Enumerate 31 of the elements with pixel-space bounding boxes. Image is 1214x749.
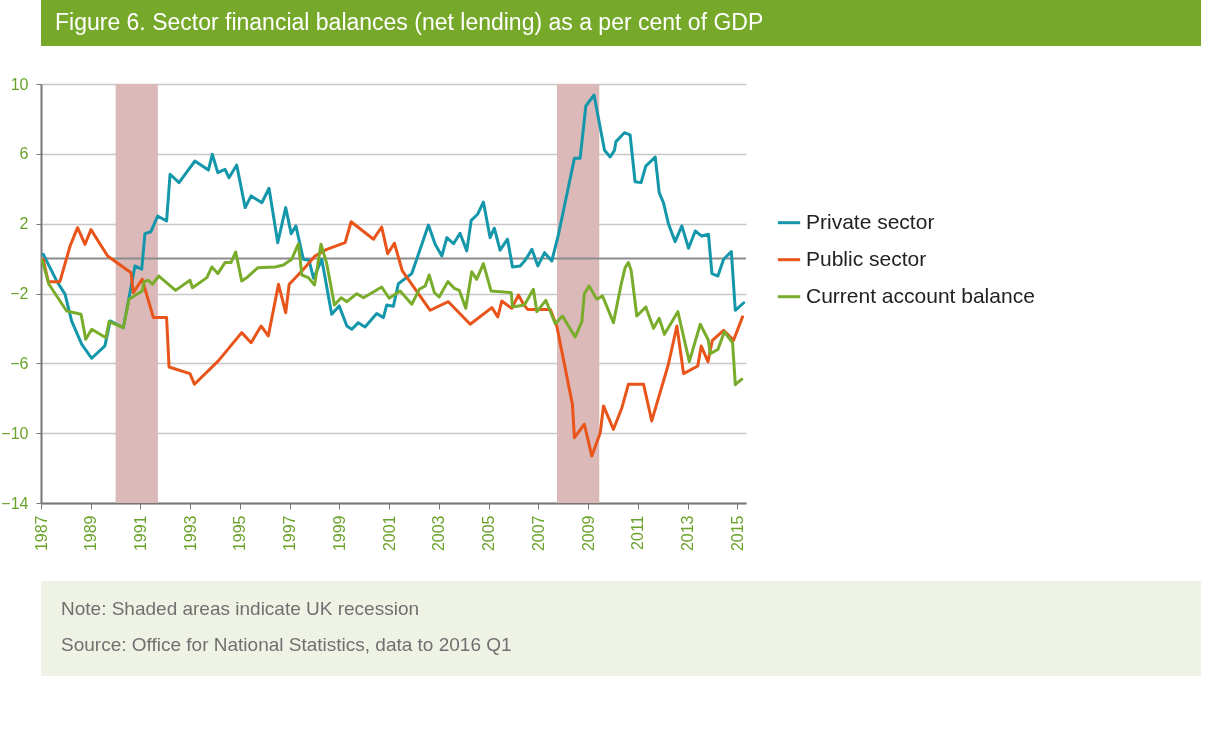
y-tick-label: 6 [19, 145, 29, 163]
y-tick-label: 2 [19, 215, 29, 233]
line-series [40, 242, 744, 387]
x-tick-label: 2001 [380, 515, 398, 552]
legend-label: Current account balance [806, 283, 1035, 307]
line-series [41, 220, 745, 458]
source-note: Source: Office for National Statistics, data to 2016 Q1 [61, 634, 512, 655]
y-tick-label: −10 [1, 424, 29, 442]
y-tick-label: −14 [1, 494, 29, 512]
x-tick-label: 2009 [579, 515, 597, 552]
x-tick-label: 1991 [131, 515, 149, 552]
x-tick-label: 1999 [330, 515, 348, 552]
chart-title: Figure 6. Sector financial balances (net lending) as a per cent of GDP [55, 9, 764, 35]
x-tick-label: 2013 [679, 515, 697, 552]
x-tick-label: 1987 [32, 515, 50, 552]
legend-label: Public sector [806, 246, 927, 270]
y-tick-label: −6 [10, 354, 29, 372]
x-tick-label: 2015 [728, 515, 746, 552]
line-series [41, 93, 746, 360]
x-tick-label: 2011 [629, 515, 647, 550]
x-tick-label: 2005 [480, 515, 498, 552]
x-tick-label: 1997 [281, 515, 299, 552]
y-tick-label: 10 [10, 75, 29, 93]
x-tick-label: 1989 [82, 515, 100, 552]
y-tick-label: −2 [10, 285, 29, 302]
legend-label: Private sector [806, 209, 935, 233]
x-tick-label: 1993 [181, 515, 199, 552]
x-tick-label: 1995 [231, 515, 249, 552]
x-tick-label: 2007 [529, 515, 547, 552]
text: Note: Shaded areas indicate UK recession [61, 598, 420, 619]
x-tick-label: 2003 [430, 515, 448, 552]
